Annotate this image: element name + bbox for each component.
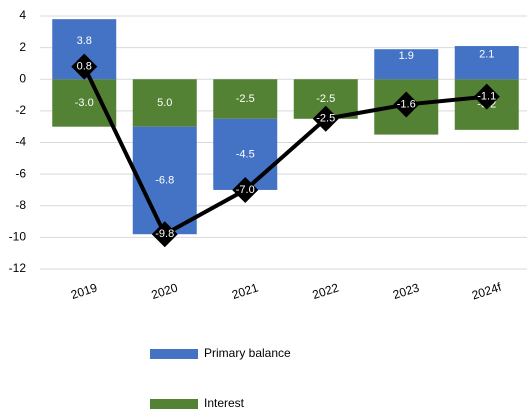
data-label: -2.5 bbox=[236, 93, 255, 105]
data-label: -1.1 bbox=[477, 91, 496, 103]
data-label: 2.1 bbox=[479, 49, 494, 61]
bar bbox=[374, 49, 439, 80]
y-tick-label: -12 bbox=[9, 261, 27, 275]
data-label: 5.0 bbox=[157, 97, 172, 109]
legend-label: Primary balance bbox=[204, 346, 291, 360]
marker bbox=[232, 176, 259, 203]
marker bbox=[312, 105, 339, 132]
y-tick-label: -2 bbox=[15, 103, 26, 117]
y-tick-label: 0 bbox=[19, 71, 26, 85]
y-tick-label: -10 bbox=[9, 230, 27, 244]
bar bbox=[52, 79, 117, 127]
marker bbox=[473, 83, 500, 110]
legend-swatch bbox=[150, 349, 198, 359]
marker bbox=[393, 91, 420, 118]
data-label: -2.5 bbox=[316, 113, 335, 125]
data-label: -2.5 bbox=[316, 93, 335, 105]
bar bbox=[132, 79, 197, 127]
legend-swatch bbox=[150, 399, 198, 409]
x-tick-label: 2024f bbox=[470, 280, 504, 303]
data-label: 1.9 bbox=[399, 50, 414, 62]
y-tick-label: -8 bbox=[15, 198, 26, 212]
line bbox=[82, 65, 487, 237]
bar bbox=[454, 46, 519, 80]
data-label: 0.8 bbox=[77, 61, 92, 73]
y-tick-label: 4 bbox=[19, 8, 26, 22]
data-label: -3.0 bbox=[75, 97, 94, 109]
y-tick-label: -6 bbox=[15, 166, 26, 180]
bar bbox=[132, 126, 197, 235]
x-tick-label: 2020 bbox=[150, 280, 180, 302]
y-tick-label: 2 bbox=[19, 40, 26, 54]
y-tick-label: -4 bbox=[15, 135, 26, 149]
legend-label: Interest bbox=[204, 396, 245, 410]
bar bbox=[213, 79, 278, 119]
x-tick-label: 2019 bbox=[69, 280, 99, 302]
data-label: -1.6 bbox=[397, 98, 416, 110]
data-label: -9.8 bbox=[155, 228, 174, 240]
x-tick-label: 2021 bbox=[230, 280, 260, 302]
data-label: -6.8 bbox=[155, 174, 174, 186]
data-label: -7.0 bbox=[236, 184, 255, 196]
marker bbox=[151, 221, 178, 248]
data-label: 3.8 bbox=[77, 35, 92, 47]
data-label: -4.5 bbox=[236, 148, 255, 160]
marker bbox=[71, 53, 98, 80]
x-tick-label: 2023 bbox=[391, 280, 421, 302]
x-tick-label: 2022 bbox=[311, 280, 341, 302]
